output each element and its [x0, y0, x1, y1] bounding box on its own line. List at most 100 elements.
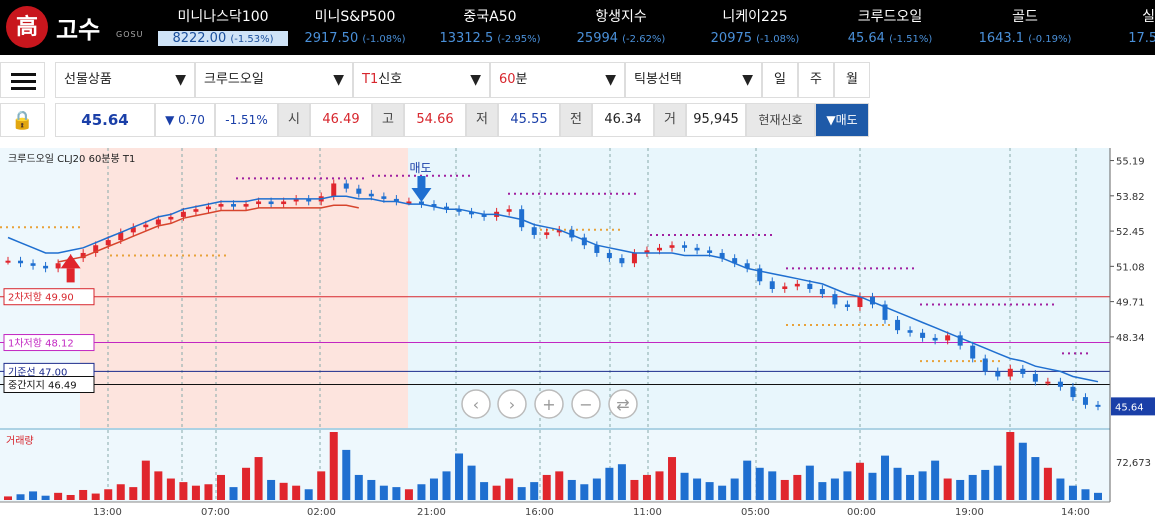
high-label: 고	[372, 103, 404, 137]
volume-bar	[342, 449, 351, 500]
open-value: 46.49	[310, 103, 372, 137]
ticker-price: 17.560	[1128, 31, 1155, 46]
y-tick-label: 55.19	[1116, 157, 1145, 168]
x-tick-label: 16:00	[525, 507, 554, 518]
price-chart[interactable]: 크루드오일 CLJ20 60분봉 T1 2차저항 49.90 1차저항 48.12 기…	[0, 148, 1155, 520]
chevron-left-icon[interactable]: ‹	[461, 389, 491, 419]
zoom-out-icon[interactable]: −	[571, 389, 601, 419]
candle-body	[957, 335, 963, 346]
period-day-button[interactable]: 일	[762, 62, 798, 98]
volume-bar	[1081, 489, 1090, 500]
volume-bar	[968, 474, 977, 500]
candle-body	[531, 227, 537, 235]
ticker-change: (-1.51%)	[889, 34, 933, 45]
chart-header: 크루드오일 CLJ20 60분봉 T1	[8, 153, 135, 165]
ticker-item[interactable]: 니케이225 20975 (-1.08%)	[690, 6, 820, 46]
x-tick-label: 07:00	[201, 507, 230, 518]
ticker-item[interactable]: 크루드오일 45.64 (-1.51%)	[825, 6, 955, 46]
last-price: 45.64	[55, 103, 155, 137]
product-type-dropdown[interactable]: 선물상품 ▼	[55, 62, 195, 98]
volume-bar	[267, 479, 276, 500]
period-week-button[interactable]: 주	[798, 62, 834, 98]
ticker-item[interactable]: 미니S&P500 2917.50 (-1.08%)	[290, 6, 420, 46]
x-tick-label: 21:00	[417, 507, 446, 518]
ticker-value: 45.64 (-1.51%)	[825, 31, 955, 46]
signal-dropdown[interactable]: T1신호 ▼	[353, 62, 490, 98]
hamburger-menu-icon[interactable]	[0, 62, 45, 98]
ticker-price: 25994	[576, 31, 619, 46]
period-month-button[interactable]: 월	[834, 62, 870, 98]
volume-bar	[931, 460, 940, 500]
volume-bar	[1018, 442, 1027, 500]
ticker-value: 17.560 (	[1090, 31, 1155, 46]
candle-body	[293, 198, 299, 202]
volume-bar	[429, 478, 438, 500]
chevron-left-icon-glyph: ‹	[473, 395, 479, 414]
candle-body	[43, 265, 49, 269]
volume-bar	[191, 485, 200, 500]
volume-bar	[793, 474, 802, 500]
candle-body	[581, 237, 587, 246]
ticker-value: 13312.5 (-2.95%)	[425, 31, 555, 46]
volume-bar	[4, 496, 12, 500]
volume-bar	[1043, 467, 1052, 500]
candle-body	[130, 227, 136, 233]
candle-body	[5, 260, 11, 263]
volume-bar	[492, 485, 501, 500]
lock-icon[interactable]: 🔒	[0, 103, 45, 137]
volume-bar	[367, 479, 376, 500]
candle-body	[1045, 381, 1051, 384]
volume-bar	[730, 478, 739, 500]
ticker-bar: 高 고수 GOSU 미니나스닥100 8222.00 (-1.53%) 미니S&P5…	[0, 0, 1155, 55]
volume-background	[0, 430, 1110, 502]
volume-bar	[580, 484, 589, 500]
volume-bar	[392, 487, 401, 500]
chevron-right-icon-glyph: ›	[509, 395, 515, 414]
candle-body	[218, 204, 224, 207]
ticker-name: 골드	[1012, 9, 1038, 25]
open-label: 시	[278, 103, 310, 137]
ticker-item[interactable]: 중국A50 13312.5 (-2.95%)	[425, 6, 555, 46]
volume-bar	[818, 482, 827, 500]
brand-logo[interactable]: 高 고수 GOSU	[4, 4, 154, 50]
volume-bar	[29, 491, 38, 500]
y-axis-panel	[1110, 148, 1155, 520]
ticker-item[interactable]: 골드 1643.1 (-0.19%)	[960, 6, 1090, 46]
ticker-item[interactable]: 미니나스닥100 8222.00 (-1.53%)	[158, 6, 288, 46]
ticker-price: 20975	[710, 31, 753, 46]
volume-bar	[116, 484, 125, 500]
candle-body	[1057, 381, 1063, 387]
candle-body	[444, 206, 450, 210]
refresh-icon[interactable]: ⇄	[608, 389, 638, 419]
signal-label: 신호	[378, 72, 403, 87]
candle-body	[707, 250, 713, 253]
ticker-item[interactable]: 항생지수 25994 (-2.62%)	[556, 6, 686, 46]
volume-bar	[442, 471, 451, 500]
candle-body	[30, 263, 36, 266]
zoom-in-icon[interactable]: +	[534, 389, 564, 419]
ticker-item[interactable]: 실버 17.560 (	[1090, 6, 1155, 46]
volume-bar	[843, 471, 852, 500]
ticker-name: 크루드오일	[857, 9, 923, 25]
tick-select-dropdown[interactable]: 틱봉선택 ▼	[625, 62, 762, 98]
volume-bar	[166, 478, 175, 500]
buy-average-line	[57, 204, 359, 263]
candle-body	[93, 245, 99, 253]
volume-bar	[530, 482, 539, 500]
caret-down-icon: ▼	[333, 72, 344, 88]
sell-signal-badge[interactable]: ▼매도	[815, 103, 869, 137]
x-tick-label: 05:00	[741, 507, 770, 518]
candle-body	[381, 196, 387, 199]
volume-bar	[555, 471, 564, 500]
ticker-value: 8222.00 (-1.53%)	[158, 31, 288, 46]
volume-bar	[354, 474, 363, 500]
symbol-dropdown[interactable]: 크루드오일 ▼	[195, 62, 353, 98]
candle-body	[105, 240, 111, 246]
candle-body	[569, 229, 575, 238]
volume-bar	[216, 474, 225, 500]
chevron-right-icon[interactable]: ›	[497, 389, 527, 419]
candle-body	[368, 193, 374, 197]
interval-dropdown[interactable]: 60분 ▼	[490, 62, 625, 98]
ticker-change: (-1.08%)	[756, 34, 800, 45]
candle-body	[757, 268, 763, 282]
